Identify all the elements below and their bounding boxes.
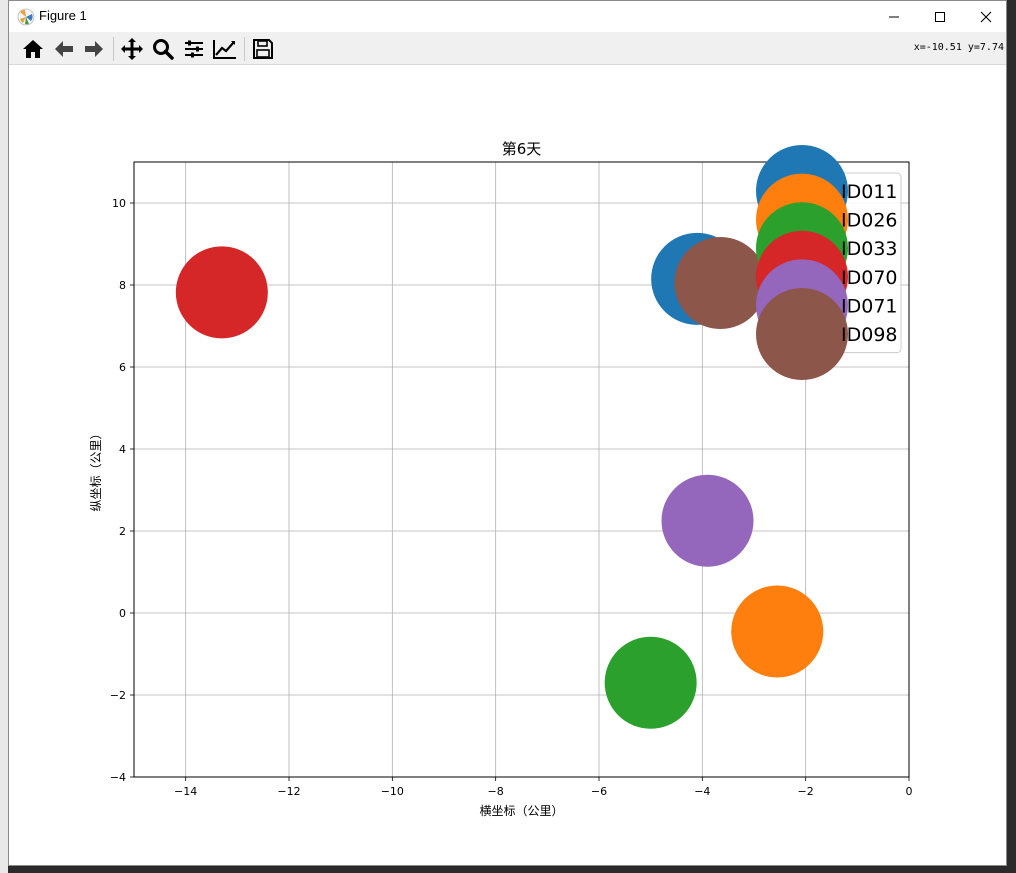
scatter-points	[175, 232, 824, 729]
zoom-button[interactable]	[149, 35, 177, 63]
point-id033	[604, 636, 697, 729]
y-tick-label: 4	[119, 443, 126, 456]
axes-frame	[133, 161, 910, 778]
subplots-icon	[185, 40, 203, 58]
title-bar[interactable]: Figure 1	[9, 1, 1006, 32]
figure-canvas[interactable]: −14 −12 −10 −8 −6 −4 −2 0 −4 −2 0 2 4 6 8 10 第6天 横坐标（公…	[9, 65, 1006, 865]
home-icon	[23, 40, 43, 58]
minimize-icon	[889, 16, 899, 17]
x-tick-label: 0	[906, 785, 913, 798]
x-axis-label: 横坐标（公里）	[479, 804, 563, 818]
x-tick-label: −8	[488, 785, 504, 798]
toolbar-separator	[244, 37, 245, 61]
point-id071	[661, 474, 754, 567]
figure-window: Figure 1	[8, 0, 1007, 866]
home-button[interactable]	[19, 35, 47, 63]
customize-button[interactable]	[211, 35, 239, 63]
x-tick-label: −2	[798, 785, 814, 798]
x-tick-label: −4	[694, 785, 710, 798]
matplotlib-app-icon	[17, 8, 35, 26]
forward-icon	[85, 41, 103, 57]
close-button[interactable]	[963, 1, 1009, 32]
cursor-coordinates: x=-10.51 y=7.74	[913, 42, 1004, 53]
y-axis-label: 纵坐标（公里）	[89, 427, 103, 511]
x-tick-label: −6	[591, 785, 607, 798]
minimize-button[interactable]	[871, 1, 917, 32]
y-tick-label: 6	[119, 361, 126, 374]
back-icon	[55, 41, 73, 57]
x-tick-label: −12	[277, 785, 300, 798]
y-tick-label: −4	[110, 771, 126, 784]
x-tick-label: −10	[381, 785, 404, 798]
window-title: Figure 1	[39, 8, 87, 23]
y-tick-label: 8	[119, 279, 126, 292]
navigation-toolbar: x=-10.51 y=7.74	[9, 32, 1006, 65]
customize-icon	[213, 40, 236, 59]
legend: ID011 ID026 ID033 ID070 ID071 ID098	[756, 145, 902, 380]
desktop-background	[0, 0, 8, 873]
legend-label: ID071	[841, 295, 898, 317]
chart-title: 第6天	[502, 140, 542, 158]
subplots-button[interactable]	[180, 35, 208, 63]
save-button[interactable]	[249, 35, 277, 63]
y-tick-label: 10	[112, 197, 126, 210]
x-tick-label: −14	[174, 785, 197, 798]
toolbar-separator	[113, 37, 114, 61]
y-axis-ticks: −4 −2 0 2 4 6 8 10	[110, 197, 134, 784]
y-tick-label: 0	[119, 607, 126, 620]
y-tick-label: 2	[119, 525, 126, 538]
close-icon	[980, 11, 992, 22]
legend-label: ID098	[841, 324, 898, 346]
forward-button[interactable]	[80, 35, 108, 63]
point-id026	[731, 585, 824, 678]
legend-label: ID011	[841, 181, 898, 203]
x-axis-ticks: −14 −12 −10 −8 −6 −4 −2 0	[174, 777, 913, 798]
pan-button[interactable]	[118, 35, 146, 63]
legend-marker-id098	[756, 288, 848, 380]
legend-label: ID070	[841, 267, 898, 289]
zoom-icon	[153, 39, 174, 60]
y-tick-label: −2	[110, 689, 126, 702]
point-id070	[175, 246, 268, 339]
save-icon	[253, 39, 273, 59]
back-button[interactable]	[50, 35, 78, 63]
chart-svg[interactable]: −14 −12 −10 −8 −6 −4 −2 0 −4 −2 0 2 4 6 8 10 第6天 横坐标（公…	[9, 65, 1006, 865]
pan-icon	[121, 38, 143, 60]
maximize-icon	[935, 11, 945, 22]
legend-label: ID033	[841, 238, 898, 260]
maximize-button[interactable]	[917, 1, 963, 32]
legend-label: ID026	[841, 210, 898, 232]
point-id098	[674, 236, 767, 329]
